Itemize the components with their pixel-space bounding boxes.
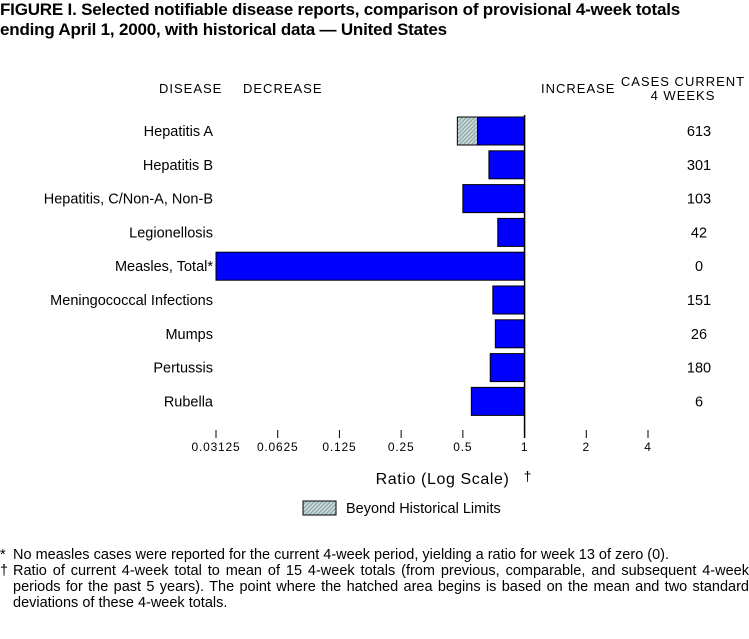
disease-label: Pertussis xyxy=(153,361,213,377)
cases-value: 151 xyxy=(687,293,711,309)
x-tick-label: 0.125 xyxy=(322,440,356,454)
ratio-bar xyxy=(489,353,526,383)
disease-label: Measles, Total* xyxy=(115,259,213,275)
x-axis-title: Ratio (Log Scale) xyxy=(376,471,510,488)
cases-value: 26 xyxy=(691,327,707,343)
ratio-bar xyxy=(492,285,526,315)
disease-label: Hepatitis, C/Non-A, Non-B xyxy=(44,192,213,208)
ratio-bar xyxy=(477,116,526,146)
cases-value: 42 xyxy=(691,225,707,241)
legend-label: Beyond Historical Limits xyxy=(346,501,501,517)
x-tick-label: 0.5 xyxy=(453,440,472,454)
cases-value: 103 xyxy=(687,192,711,208)
ratio-bar-chart: Hepatitis A 613 Hepatitis B 301 Hepatitis, C… xyxy=(44,115,711,517)
footnote-measles: * No measles cases were reported for the… xyxy=(0,547,749,563)
disease-label: Hepatitis B xyxy=(143,158,213,174)
x-tick-label: 4 xyxy=(644,440,651,454)
ratio-bar xyxy=(470,386,526,416)
cases-value: 301 xyxy=(687,158,711,174)
ratio-bar xyxy=(488,150,526,180)
cases-column-header: CASES CURRENT 4 WEEKS xyxy=(618,75,748,103)
x-tick-label: 2 xyxy=(583,440,590,454)
ratio-bar xyxy=(494,319,526,349)
beyond-limits-bar xyxy=(456,116,479,146)
footnotes: * No measles cases were reported for the… xyxy=(0,547,749,611)
ratio-bar xyxy=(497,217,526,247)
footnote-mark: † xyxy=(0,563,9,579)
disease-label: Mumps xyxy=(165,327,213,343)
figure-title-line-2: ending April 1, 2000, with historical da… xyxy=(0,20,447,39)
ratio-bar xyxy=(462,184,526,214)
x-axis-title-mark: † xyxy=(524,468,532,484)
footnote-mark: * xyxy=(0,547,6,563)
decrease-header: DECREASE xyxy=(243,81,323,96)
disease-label: Hepatitis A xyxy=(144,124,214,140)
cases-value: 613 xyxy=(687,124,711,140)
increase-header: INCREASE xyxy=(541,81,616,96)
cases-header-line-2: 4 WEEKS xyxy=(650,88,716,103)
disease-column-header: DISEASE xyxy=(159,81,223,96)
cases-value: 6 xyxy=(695,394,703,410)
footnote-text: Ratio of current 4-week total to mean of… xyxy=(13,563,749,611)
figure-title-line-1: FIGURE I. Selected notifiable disease re… xyxy=(0,0,680,19)
x-tick-label: 1 xyxy=(521,440,528,454)
x-tick-label: 0.0625 xyxy=(257,440,299,454)
disease-label: Rubella xyxy=(164,394,214,410)
cases-header-line-1: CASES CURRENT xyxy=(620,74,746,89)
legend-swatch xyxy=(302,500,337,516)
disease-label: Meningococcal Infections xyxy=(50,293,213,309)
cases-value: 180 xyxy=(687,361,711,377)
footnote-text: No measles cases were reported for the c… xyxy=(13,547,670,563)
figure-title: FIGURE I. Selected notifiable disease re… xyxy=(0,0,740,40)
disease-label: Legionellosis xyxy=(129,225,213,241)
ratio-bar xyxy=(215,251,526,281)
x-tick-label: 0.03125 xyxy=(192,440,241,454)
cases-value: 0 xyxy=(695,259,703,275)
footnote-ratio: † Ratio of current 4-week total to mean … xyxy=(0,563,749,611)
x-tick-label: 0.25 xyxy=(388,440,415,454)
